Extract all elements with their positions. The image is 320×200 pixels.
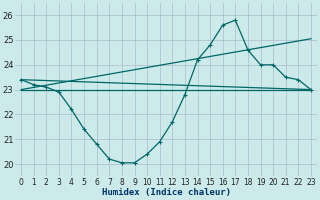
X-axis label: Humidex (Indice chaleur): Humidex (Indice chaleur) [101,188,230,197]
